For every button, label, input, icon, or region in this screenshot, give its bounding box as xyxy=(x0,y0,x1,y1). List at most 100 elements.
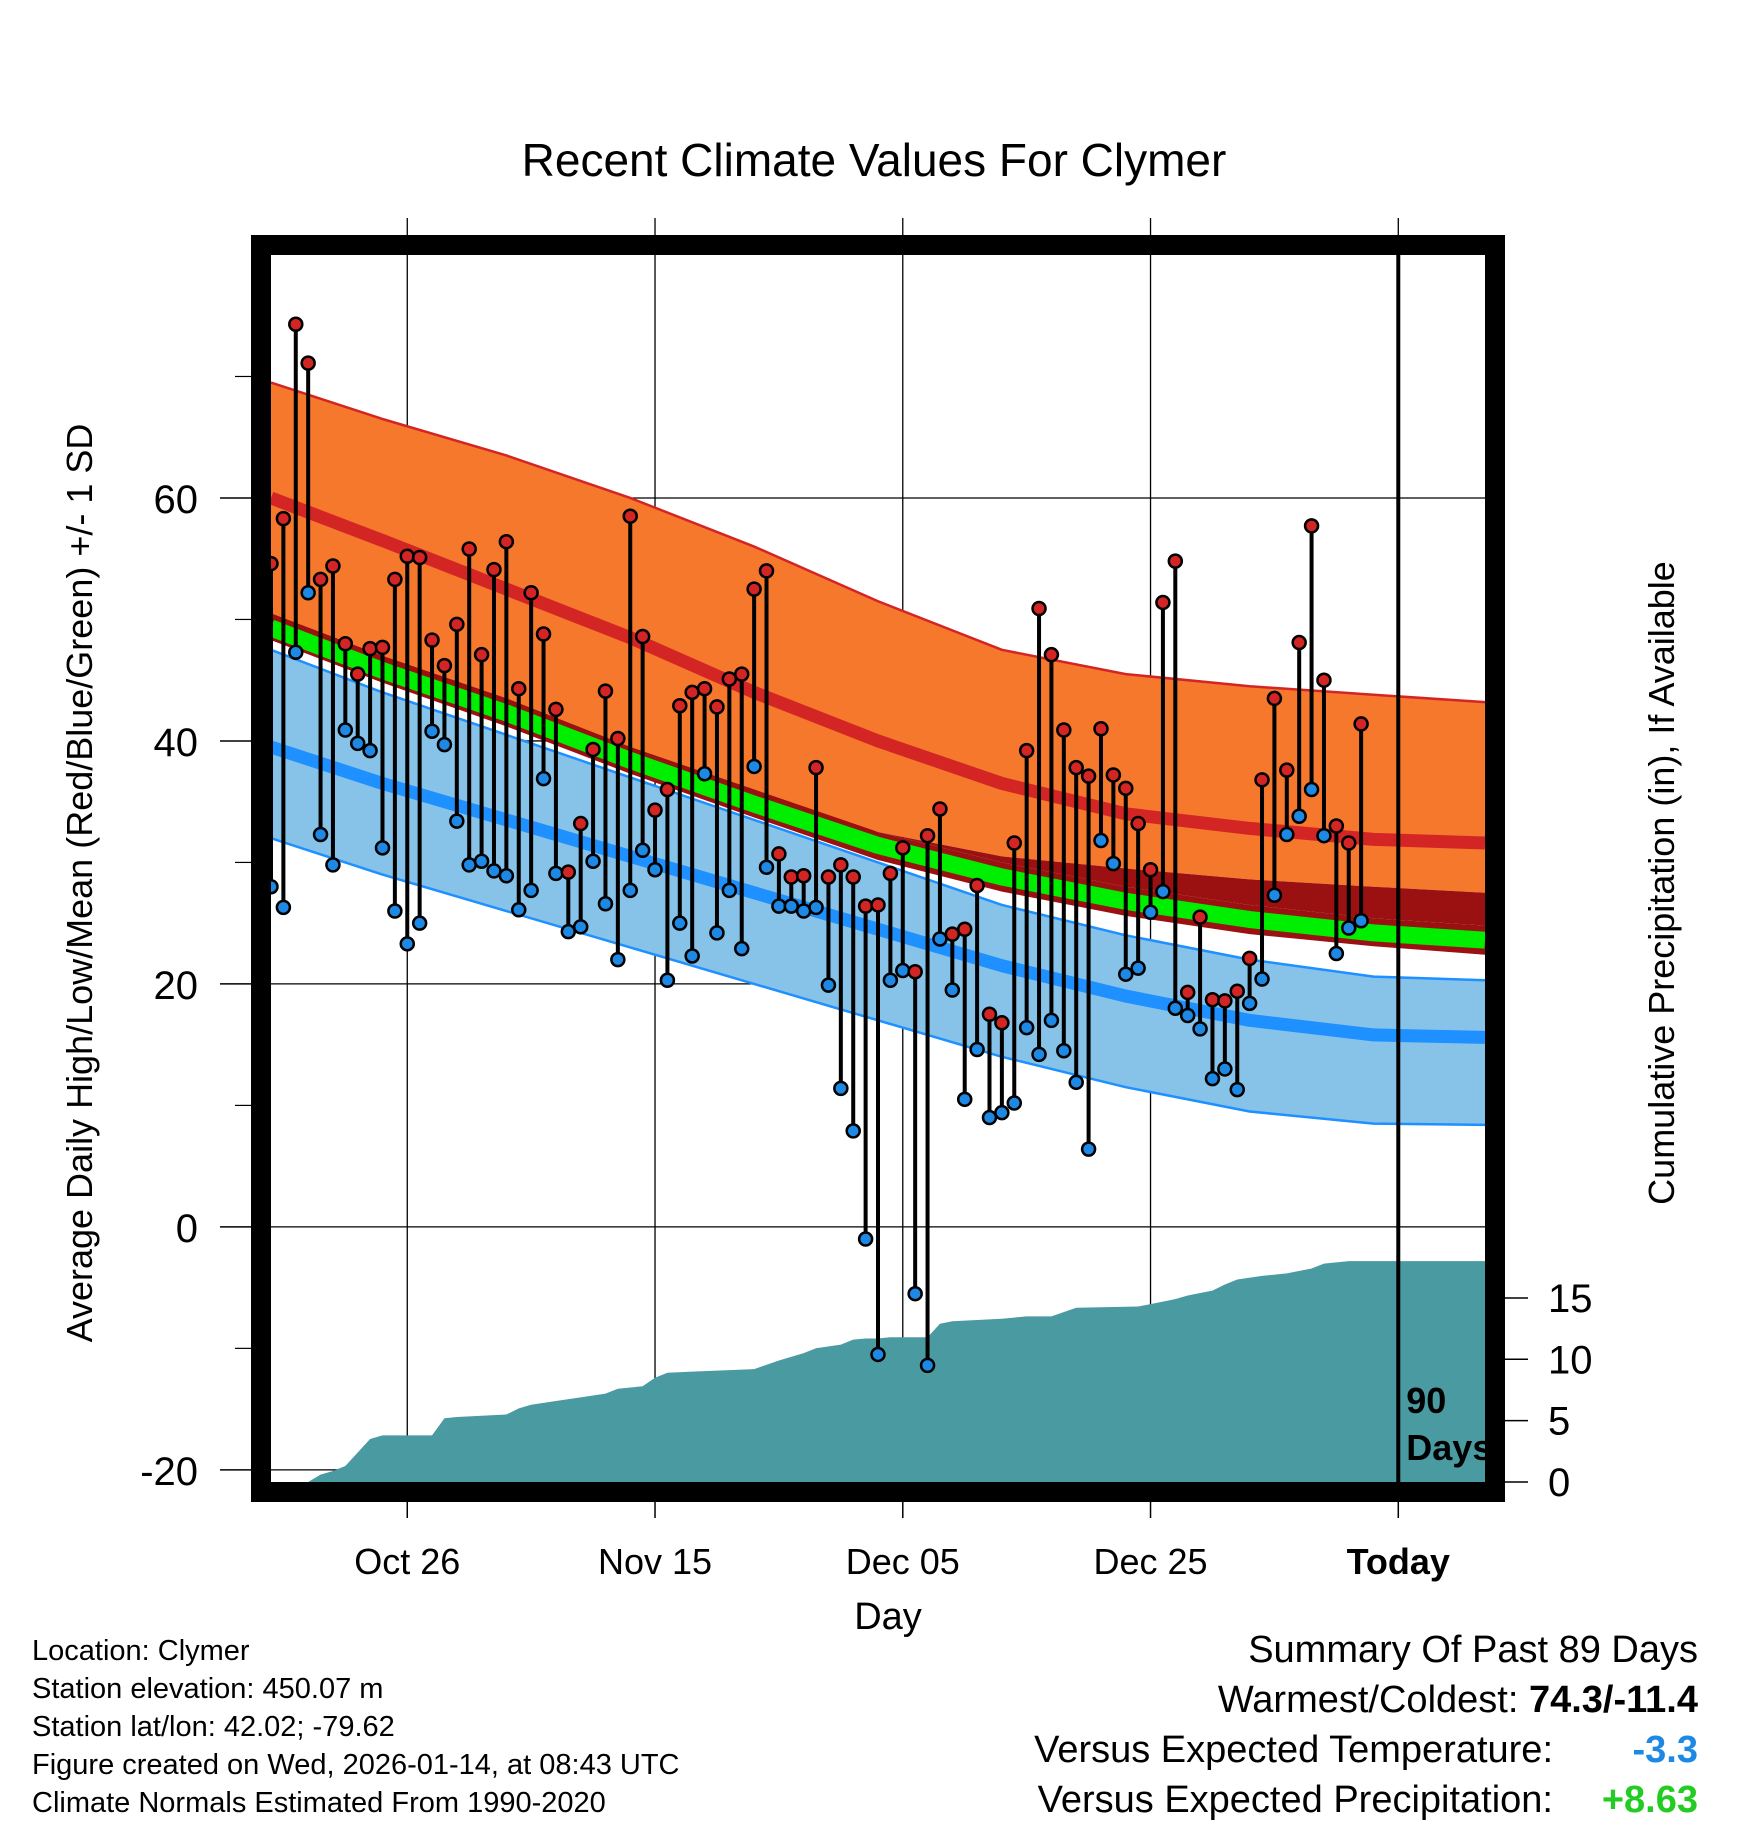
daily-high-point xyxy=(634,628,651,645)
daily-high-point xyxy=(709,699,725,715)
daily-low-point xyxy=(1179,1007,1196,1024)
daily-high-point xyxy=(585,741,601,758)
daily-high-point xyxy=(1303,518,1320,534)
daily-low-point xyxy=(362,742,378,759)
daily-low-point xyxy=(349,735,366,752)
daily-high-point xyxy=(461,541,477,557)
daily-low-point xyxy=(585,853,601,869)
daily-high-point xyxy=(1217,993,1233,1009)
daily-high-point xyxy=(1254,772,1270,788)
daily-low-point xyxy=(1105,855,1122,872)
temp-vs-expected-value: -3.3 xyxy=(1632,1729,1698,1771)
daily-high-point xyxy=(808,759,824,776)
daily-low-point xyxy=(411,915,428,931)
daily-low-point xyxy=(461,857,477,873)
daily-high-point xyxy=(399,548,416,565)
daily-low-point xyxy=(424,723,440,739)
daily-high-point xyxy=(349,666,366,682)
daily-high-point xyxy=(1204,991,1221,1008)
daily-low-point xyxy=(1142,904,1159,920)
daily-high-point xyxy=(325,558,341,574)
daily-high-point xyxy=(907,964,923,980)
daily-low-point xyxy=(895,962,911,979)
daily-high-point xyxy=(1155,594,1171,611)
precip-vs-expected-label: Versus Expected Precipitation: xyxy=(1037,1779,1553,1821)
daily-low-point xyxy=(808,899,824,916)
daily-high-point xyxy=(1006,835,1023,851)
daily-low-point xyxy=(548,865,564,882)
daily-high-point xyxy=(1340,835,1357,851)
daily-high-point xyxy=(1328,818,1345,834)
daily-high-point xyxy=(721,671,738,687)
daily-low-point xyxy=(1031,1046,1047,1063)
y-right-tick-label: 0 xyxy=(1548,1461,1570,1505)
daily-low-point xyxy=(1229,1081,1245,1098)
elevation-text: Station elevation: 450.07 m xyxy=(32,1673,384,1705)
axes-layer: Oct 26 Nov 15 Dec 05 Dec 25 Today -20 0 20 40 60 0… xyxy=(140,375,1593,1582)
low-band-upper-edge xyxy=(270,648,1486,982)
daily-low-point xyxy=(387,903,403,919)
daily-high-point xyxy=(1018,742,1035,759)
daily-high-point xyxy=(833,857,849,873)
daily-high-point xyxy=(733,666,750,682)
daily-low-point xyxy=(449,813,465,829)
daily-low-point xyxy=(746,758,762,775)
y-right-tick-label: 15 xyxy=(1548,1277,1593,1321)
y-left-tick-label: 20 xyxy=(154,964,199,1008)
daily-high-point xyxy=(1031,600,1047,617)
daily-low-point xyxy=(758,859,775,876)
chart-title: Recent Climate Values For Clymer xyxy=(521,134,1227,186)
warmest-coldest-row: Warmest/Coldest: 74.3/-11.4 xyxy=(1034,1675,1698,1725)
daily-low-point xyxy=(325,857,341,873)
daily-high-point xyxy=(411,549,428,566)
daily-high-point xyxy=(473,646,490,663)
daily-high-point xyxy=(969,877,985,894)
y-axis-left-label: Average Daily High/Low/Mean (Red/Blue/Gr… xyxy=(59,423,100,1343)
daily-low-point xyxy=(721,882,738,899)
daily-high-point xyxy=(1105,767,1122,783)
daily-high-point xyxy=(288,316,304,332)
daily-low-point xyxy=(1192,1021,1208,1037)
daily-low-point xyxy=(709,925,725,941)
daily-high-point xyxy=(783,869,800,885)
mean-band-extension xyxy=(271,613,1485,926)
daily-high-point xyxy=(944,926,961,942)
plot-frame xyxy=(251,235,1505,1502)
daily-low-point xyxy=(597,895,614,912)
daily-high-point xyxy=(535,626,552,642)
daily-low-point xyxy=(647,861,663,878)
daily-low-point xyxy=(1068,1074,1084,1091)
x-tick-label: Oct 26 xyxy=(354,1541,460,1582)
daily-low-point xyxy=(610,951,626,968)
daily-low-point xyxy=(1303,781,1320,798)
daily-high-point xyxy=(1142,861,1159,878)
daily-low-point xyxy=(1279,826,1295,843)
y-axis-right-label: Cumulative Precipitation (in), If Availa… xyxy=(1641,561,1682,1205)
daily-low-point xyxy=(820,977,837,993)
daily-low-point xyxy=(374,840,391,856)
today-label-line2: Days xyxy=(1406,1427,1492,1468)
daily-high-point xyxy=(1192,909,1208,925)
daily-high-point xyxy=(1179,984,1196,1001)
daily-low-point xyxy=(560,923,577,940)
latlon-text: Station lat/lon: 42.02; -79.62 xyxy=(32,1711,395,1743)
daily-low-point xyxy=(845,1123,861,1139)
daily-high-point xyxy=(870,897,886,913)
daily-high-point xyxy=(337,636,354,652)
daily-high-point xyxy=(845,869,861,885)
daily-high-point xyxy=(771,846,787,862)
daily-high-point xyxy=(449,616,465,633)
x-tick-label: Nov 15 xyxy=(598,1541,712,1582)
precip-vs-expected-value: +8.63 xyxy=(1601,1779,1698,1821)
daily-high-point xyxy=(994,1015,1010,1031)
daily-high-point xyxy=(1291,634,1307,651)
daily-range-bars-layer xyxy=(269,324,1364,1366)
daily-high-point xyxy=(275,510,292,527)
temp-vs-expected-row: Versus Expected Temperature: -3.3 xyxy=(1034,1725,1698,1775)
daily-low-point xyxy=(1130,960,1146,976)
daily-low-point xyxy=(870,1346,886,1363)
daily-low-point xyxy=(1291,808,1307,825)
daily-low-point xyxy=(932,931,948,947)
x-tick-label: Dec 05 xyxy=(846,1541,960,1582)
daily-low-point xyxy=(1167,1000,1184,1016)
